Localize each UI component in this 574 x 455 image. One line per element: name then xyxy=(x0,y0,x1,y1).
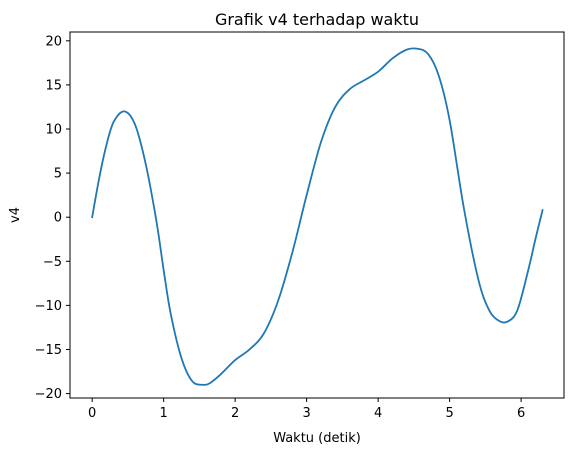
x-axis-ticks: 0 1 2 3 4 5 6 xyxy=(88,398,525,421)
x-tick-label: 1 xyxy=(160,406,168,421)
x-axis-label: Waktu (detik) xyxy=(273,431,361,446)
x-tick-label: 5 xyxy=(445,406,453,421)
x-tick-label: 2 xyxy=(231,406,239,421)
x-tick-label: 6 xyxy=(517,406,525,421)
y-tick-label: 10 xyxy=(45,123,62,138)
x-tick-label: 4 xyxy=(374,406,382,421)
plot-area xyxy=(91,47,544,386)
y-tick-label: −5 xyxy=(43,255,62,270)
axes-frame xyxy=(69,31,565,399)
y-tick-label: −15 xyxy=(35,343,62,358)
y-tick-label: −10 xyxy=(35,299,62,314)
y-tick-label: 0 xyxy=(54,211,62,226)
x-tick-label: 3 xyxy=(302,406,310,421)
chart-title: Grafik v4 terhadap waktu xyxy=(215,10,419,29)
y-axis-ticks: −20 −15 −10 −5 0 5 10 15 20 xyxy=(35,34,70,402)
series-line-0 xyxy=(91,47,544,386)
y-tick-label: 15 xyxy=(45,78,62,93)
y-tick-label: 20 xyxy=(45,34,62,49)
y-axis-label: v4 xyxy=(8,207,23,223)
y-tick-label: 5 xyxy=(54,167,62,182)
y-tick-label: −20 xyxy=(35,387,62,402)
x-tick-label: 0 xyxy=(88,406,96,421)
